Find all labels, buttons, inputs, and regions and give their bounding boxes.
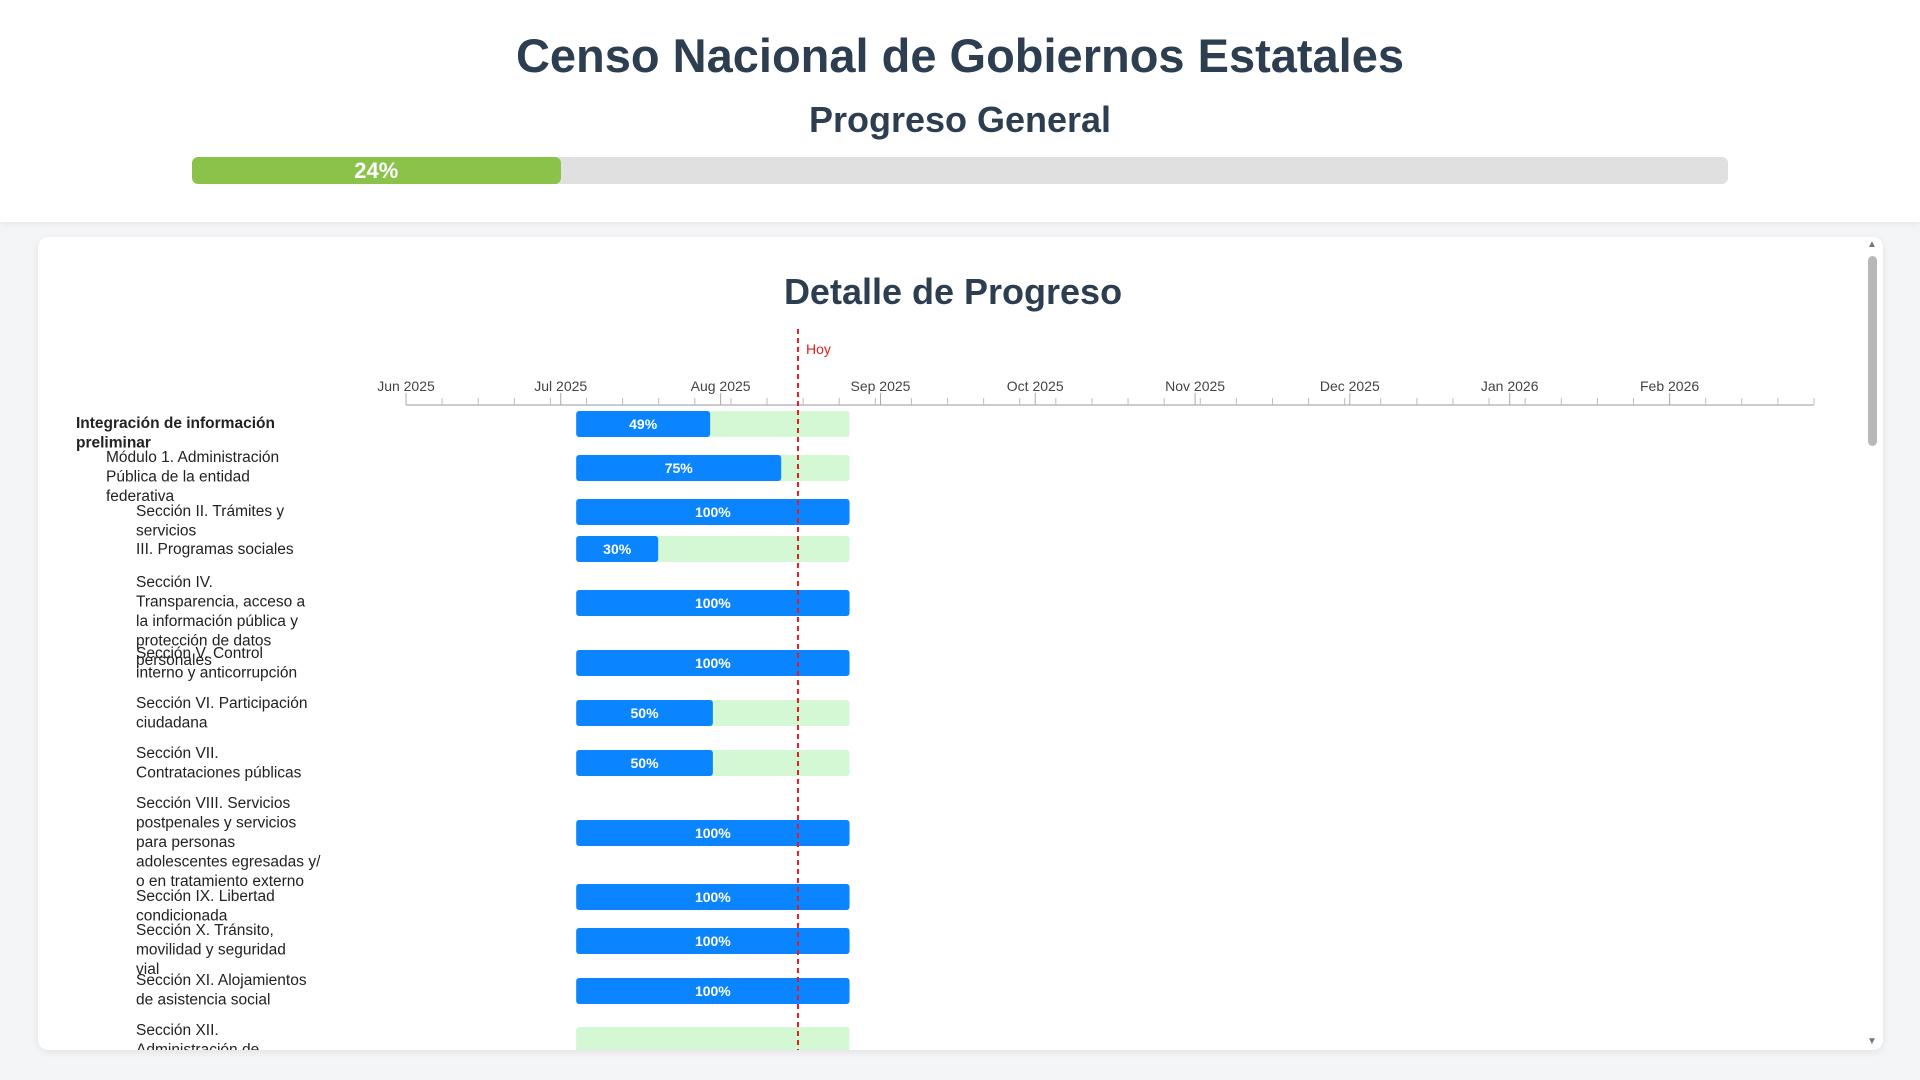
task-progress-label: 100% <box>695 655 731 671</box>
month-tick-label: Aug 2025 <box>691 378 751 394</box>
task-label: Sección X. Tránsito, movilidad y segurida… <box>136 922 286 978</box>
task-label: Módulo 1. Administración Pública de la en… <box>106 449 279 505</box>
task-bar-progress[interactable] <box>576 820 850 846</box>
task-bar-progress[interactable] <box>576 499 850 525</box>
task-progress-label: 30% <box>603 541 632 557</box>
task-label: Sección IX. Libertad condicionada <box>136 888 275 925</box>
task-bar-progress[interactable] <box>576 884 850 910</box>
month-tick-label: Jun 2025 <box>377 378 435 394</box>
overall-progress-title: Progreso General <box>808 99 1112 140</box>
task-progress-label: 100% <box>695 889 731 905</box>
task-bar-remaining[interactable] <box>576 1027 850 1050</box>
month-tick-label: Feb 2026 <box>1640 378 1699 394</box>
task-label: Sección VIII. Servicios postpenales y ser… <box>136 795 321 890</box>
detail-card: Detalle de Progreso Jun 2025 Jul 2025 Aug … <box>38 237 1883 1050</box>
task-label: Sección XII.Administración dearchivos y … <box>136 1022 260 1050</box>
task-bar-progress[interactable] <box>576 750 713 776</box>
scroll-down-arrow-icon[interactable]: ▼ <box>1867 1036 1877 1047</box>
task-label: Sección IV. Transparencia, acceso a la inf… <box>136 574 306 669</box>
month-tick-label: Jul 2025 <box>534 378 587 394</box>
scrollbar-thumb[interactable] <box>1868 256 1877 446</box>
task-bar-progress[interactable] <box>576 928 850 954</box>
task-label: Integración de información preliminar <box>76 415 275 452</box>
task-progress-label: 100% <box>695 983 731 999</box>
page-title: Censo Nacional de Gobiernos Estatales <box>515 29 1405 82</box>
task-progress-label: 49% <box>629 416 658 432</box>
month-tick-label: Jan 2026 <box>1481 378 1539 394</box>
task-label: Sección V. Control interno y anticorrupci… <box>136 645 297 682</box>
task-bar-progress[interactable] <box>576 650 850 676</box>
month-tick-label: Oct 2025 <box>1007 378 1064 394</box>
task-bar-progress[interactable] <box>576 411 711 437</box>
task-progress-label: 75% <box>665 460 694 476</box>
task-progress-label: 50% <box>631 705 660 721</box>
task-label: Sección II. Trámites y servicios <box>136 503 284 540</box>
task-bar-progress[interactable] <box>576 536 659 562</box>
scroll-up-arrow-icon[interactable]: ▲ <box>1867 239 1877 250</box>
overall-progress-fill: 24% <box>192 157 561 184</box>
today-label: Hoy <box>806 341 831 357</box>
month-tick-label: Sep 2025 <box>851 378 911 394</box>
gantt-chart: Jun 2025 Jul 2025 Aug 2025 Sep 2025 Oct 2025… <box>76 329 1815 1050</box>
task-progress-label: 100% <box>695 504 731 520</box>
task-bar-progress[interactable] <box>576 978 850 1004</box>
task-bar-progress[interactable] <box>576 590 850 616</box>
detail-title: Detalle de Progreso <box>783 271 1123 312</box>
header: Censo Nacional de Gobiernos Estatales Pr… <box>0 0 1920 222</box>
task-label: III. Programas sociales <box>136 541 294 558</box>
month-tick-label: Dec 2025 <box>1320 378 1380 394</box>
task-progress-label: 100% <box>695 933 731 949</box>
overall-progress-bar: 24% <box>192 157 1728 184</box>
task-progress-label: 50% <box>631 755 660 771</box>
task-progress-label: 100% <box>695 825 731 841</box>
task-label: Sección VI. Participación ciudadana <box>136 695 307 732</box>
task-progress-label: 100% <box>695 595 731 611</box>
task-label: Sección VII. Contrataciones públicas <box>136 745 302 782</box>
task-bar-progress[interactable] <box>576 700 713 726</box>
month-tick-label: Nov 2025 <box>1165 378 1225 394</box>
task-bar-progress[interactable] <box>576 455 782 481</box>
task-label: Sección XI. Alojamientos de asistencia so… <box>136 972 307 1009</box>
